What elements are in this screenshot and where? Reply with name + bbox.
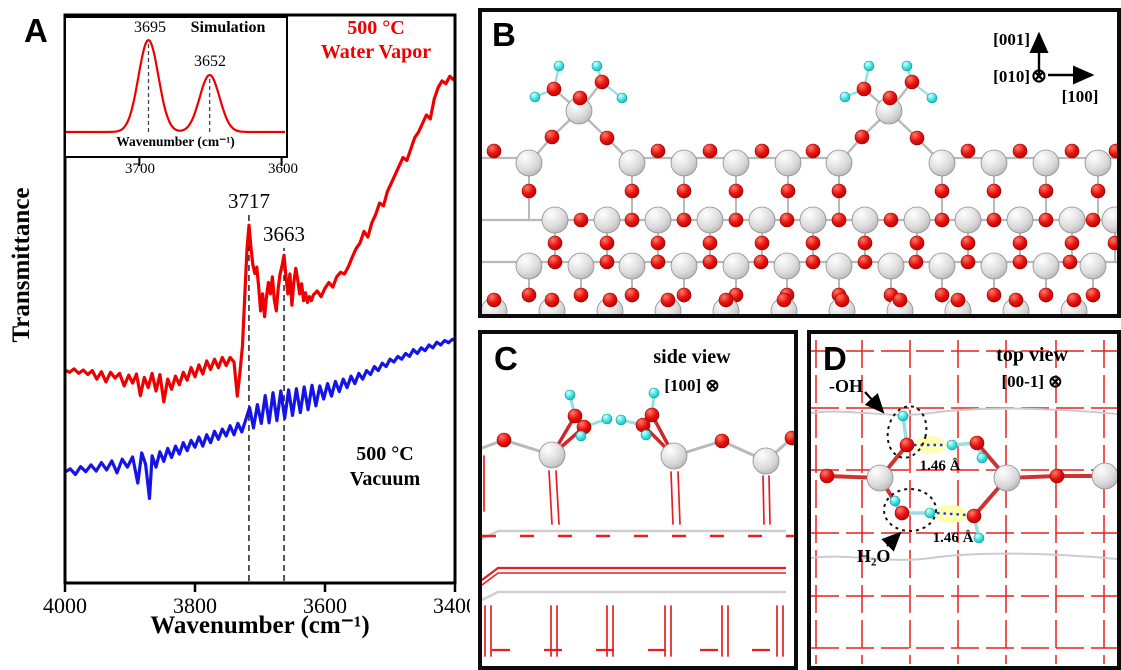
svg-text:3717: 3717: [228, 189, 270, 213]
svg-text:3663: 3663: [263, 222, 305, 246]
crystal-axes-indicator: [001] [010] ⊗ [100]: [993, 30, 1098, 106]
into-page-icon: ⊗: [1031, 66, 1047, 87]
inset-peak-label-3695: 3695: [134, 19, 166, 36]
panel-b-structure: B [001] [010] ⊗ [100]: [478, 8, 1121, 318]
svg-text:4000: 4000: [43, 593, 87, 618]
side-view-structure: [482, 387, 794, 657]
svg-text:3600: 3600: [303, 593, 347, 618]
curve-label-vacuum-line1: 500 °C: [356, 443, 414, 465]
svg-text:3800: 3800: [173, 593, 217, 618]
curve-label-water-vapor: 500 °C Water Vapor: [296, 16, 456, 64]
hydroxyl-circle: [886, 405, 928, 459]
axis-label-010: [010]: [993, 67, 1030, 86]
curve-label-vacuum-line2: Vacuum: [349, 468, 421, 490]
water-circle: [883, 488, 937, 532]
inset-x-axis-title: Wavenumber (cm⁻¹): [116, 134, 235, 149]
adsorbate-cluster-top-view: [819, 391, 1117, 552]
inset-peak-label-3652: 3652: [194, 53, 226, 70]
axis-label-001: [001]: [993, 30, 1030, 49]
inset-tick-3700: 3700: [125, 161, 155, 177]
simulation-inset: 3695 Simulation 3652 Wavenumber (cm⁻¹): [64, 16, 288, 158]
bond-distance-label-2: 1.46 Å: [932, 530, 974, 546]
water-annotation: H₂O: [857, 546, 891, 566]
inset-title: Simulation: [190, 19, 266, 36]
panel-d-top-view: D top view [00-1] ⊗ -OH H₂O 1.46 Å 1.46 …: [807, 330, 1121, 670]
curve-label-vacuum: 500 °C Vacuum: [325, 442, 445, 492]
hydrogen-bond-2: [936, 511, 968, 517]
panel-d-structure-svg: [811, 340, 1117, 664]
hbond-highlight-1: [914, 436, 946, 454]
x-axis-title: Wavenumber (cm⁻¹): [150, 612, 370, 639]
top-view-direction-label: [00-1] ⊗: [1001, 372, 1063, 391]
water-arrow: [881, 531, 902, 552]
panel-d-label: D: [823, 340, 847, 377]
panel-b-structure-svg: [482, 60, 1117, 314]
y-axis-title: Transmittance: [8, 187, 35, 343]
panel-c-structure-svg: [482, 387, 794, 657]
curve-label-water-vapor-line1: 500 °C: [347, 17, 405, 39]
top-view-label: top view: [996, 344, 1068, 366]
panel-b-axes-svg: [001] [010] ⊗ [100]: [993, 30, 1098, 106]
panel-c-label: C: [494, 340, 518, 377]
side-view-direction-label: [100] ⊗: [664, 376, 720, 395]
curve-label-water-vapor-line2: Water Vapor: [320, 41, 432, 63]
hydroxyl-annotation: -OH: [829, 376, 863, 396]
panel-a-label: A: [24, 12, 48, 49]
simulation-inset-svg: [66, 38, 285, 134]
bond-distance-label-1: 1.46 Å: [919, 458, 961, 474]
inset-tick-3600: 3600: [268, 161, 298, 177]
hydroxyl-arrow: [864, 391, 885, 414]
top-view-lattice-grid: [811, 340, 1117, 664]
panel-c-side-view: C side view [100] ⊗: [478, 330, 798, 670]
side-view-label: side view: [653, 346, 731, 368]
axis-label-100: [100]: [1062, 87, 1099, 106]
panel-b-label: B: [492, 16, 516, 53]
